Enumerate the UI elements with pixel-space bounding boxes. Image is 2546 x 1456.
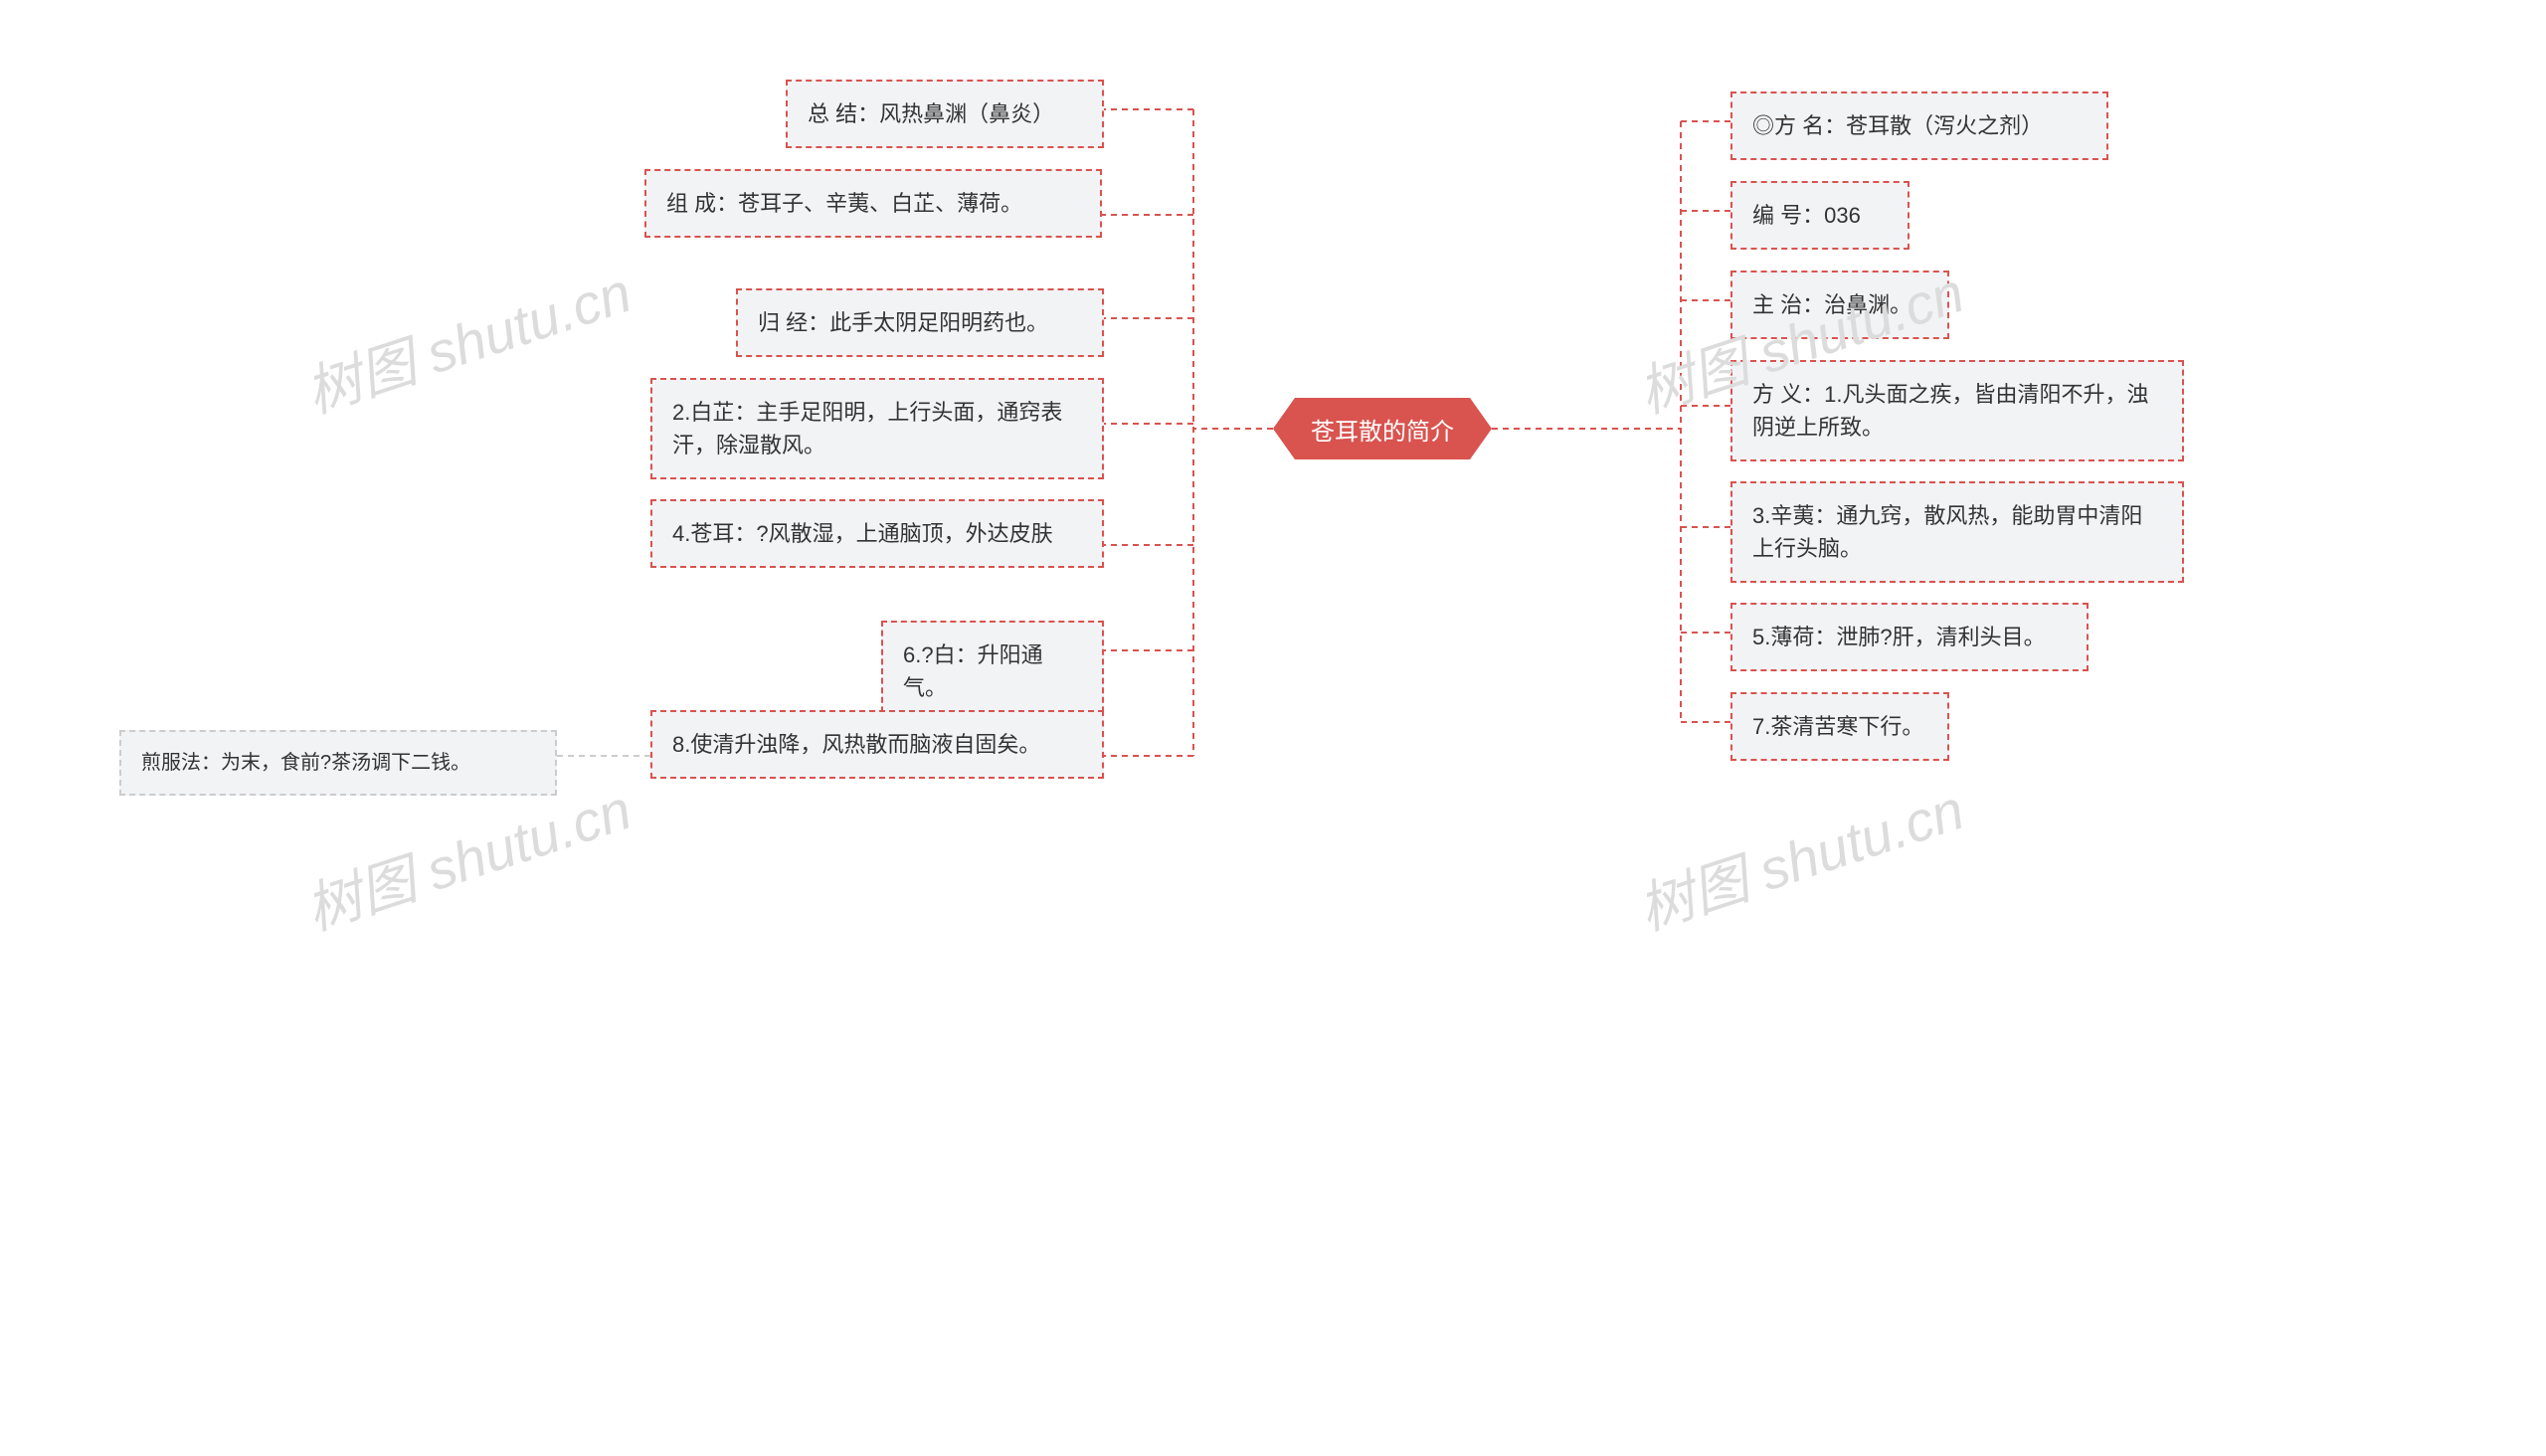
mindmap-canvas: 苍耳散的简介 总 结：风热鼻渊（鼻炎） 组 成：苍耳子、辛荑、白芷、薄荷。 归 … bbox=[0, 0, 2546, 1456]
right-node-tea[interactable]: 7.茶清苦寒下行。 bbox=[1730, 692, 1949, 761]
left-node-meridian[interactable]: 归 经：此手太阴足阳明药也。 bbox=[736, 288, 1104, 357]
connectors-svg bbox=[0, 0, 2546, 1456]
right-node-number[interactable]: 编 号：036 bbox=[1730, 181, 1910, 250]
watermark: 树图 shutu.cn bbox=[294, 249, 640, 430]
watermark: 树图 shutu.cn bbox=[1627, 766, 1973, 947]
right-node-xinyi[interactable]: 3.辛荑：通九窍，散风热，能助胃中清阳上行头脑。 bbox=[1730, 481, 2184, 583]
left-node-canger[interactable]: 4.苍耳：?风散湿，上通脑顶，外达皮肤 bbox=[650, 499, 1104, 568]
left-subnode-decoction[interactable]: 煎服法：为末，食前?茶汤调下二钱。 bbox=[119, 730, 557, 796]
left-node-baizhi[interactable]: 2.白芷：主手足阳明，上行头面，通窍表汗，除湿散风。 bbox=[650, 378, 1104, 479]
left-node-congbai[interactable]: 6.?白：升阳通气。 bbox=[881, 621, 1104, 722]
right-node-bohe[interactable]: 5.薄荷：泄肺?肝，清利头目。 bbox=[1730, 603, 2089, 671]
right-node-indication[interactable]: 主 治：治鼻渊。 bbox=[1730, 271, 1949, 339]
left-node-summary[interactable]: 总 结：风热鼻渊（鼻炎） bbox=[786, 80, 1104, 148]
left-node-effect[interactable]: 8.使清升浊降，风热散而脑液自固矣。 bbox=[650, 710, 1104, 779]
right-node-name[interactable]: ◎方 名：苍耳散（泻火之剂） bbox=[1730, 91, 2108, 160]
left-node-composition[interactable]: 组 成：苍耳子、辛荑、白芷、薄荷。 bbox=[644, 169, 1102, 238]
right-node-fangyi[interactable]: 方 义：1.凡头面之疾，皆由清阳不升，浊阴逆上所致。 bbox=[1730, 360, 2184, 461]
center-topic[interactable]: 苍耳散的简介 bbox=[1273, 398, 1492, 459]
